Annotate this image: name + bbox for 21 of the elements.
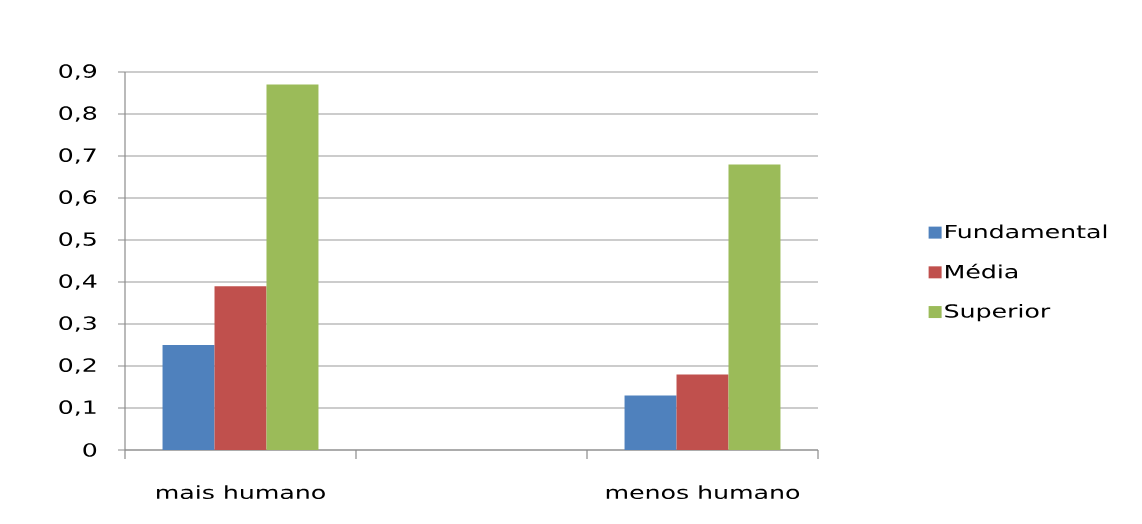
bar (624, 395, 677, 450)
bar (728, 164, 781, 450)
x-tick-label: menos humano (606, 485, 800, 500)
y-tick-label: 0,8 (59, 106, 97, 122)
y-tick-label: 0,7 (59, 148, 96, 164)
legend-label: Superior (945, 303, 1051, 322)
legend-label: Média (946, 263, 1018, 279)
bar (266, 84, 319, 450)
y-tick-label: 0,6 (59, 190, 97, 206)
bar (676, 374, 729, 450)
y-tick-label: 0,3 (59, 316, 96, 332)
legend-label: Fundamental (946, 224, 1107, 239)
y-tick-label: 0 (83, 443, 97, 457)
y-tick-label: 0,2 (59, 358, 96, 374)
y-tick-label: 0,5 (59, 232, 96, 248)
bar (162, 345, 215, 450)
y-tick-label: 0,4 (59, 274, 97, 290)
y-tick-label: 0,1 (59, 400, 96, 416)
x-tick-label: mais humano (157, 485, 325, 500)
bar (214, 286, 267, 450)
y-tick-label: 0,9 (59, 64, 97, 80)
